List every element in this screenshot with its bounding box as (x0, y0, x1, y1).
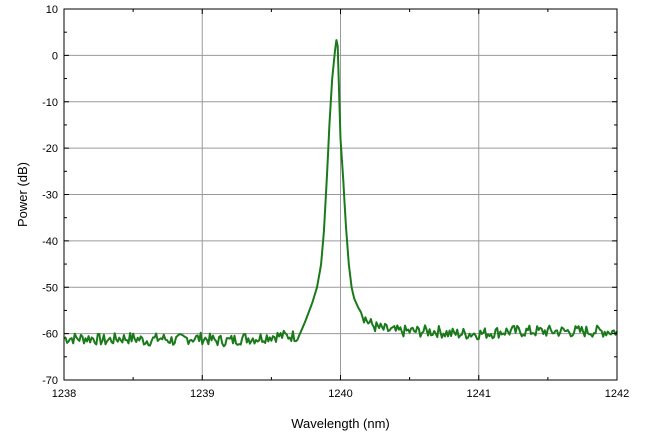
tick-labels: 1238 1239 1240 1241 1242 10 0 -10 -20 -30 -40 -50 -6… (42, 4, 629, 400)
x-axis-label: Wavelength (nm) (291, 416, 390, 431)
y-tick-label: -50 (42, 282, 58, 294)
axis-ticks (63, 8, 618, 381)
y-tick-label: 0 (52, 50, 58, 62)
y-tick-label: -30 (42, 190, 58, 202)
y-tick-label: -60 (42, 329, 58, 341)
x-tick-label: 1241 (467, 388, 491, 400)
grid-lines (63, 8, 618, 381)
spectrum-line (63, 39, 618, 348)
x-tick-label: 1240 (328, 388, 352, 400)
x-tick-label: 1242 (605, 388, 629, 400)
x-tick-label: 1239 (190, 388, 214, 400)
series-layer (63, 39, 618, 348)
y-tick-label: -70 (42, 375, 58, 387)
x-tick-label: 1238 (52, 388, 76, 400)
y-tick-label: 10 (46, 4, 58, 16)
y-axis-label: Power (dB) (15, 162, 30, 227)
y-tick-label: -40 (42, 236, 58, 248)
y-tick-label: -10 (42, 97, 58, 109)
y-tick-label: -20 (42, 143, 58, 155)
